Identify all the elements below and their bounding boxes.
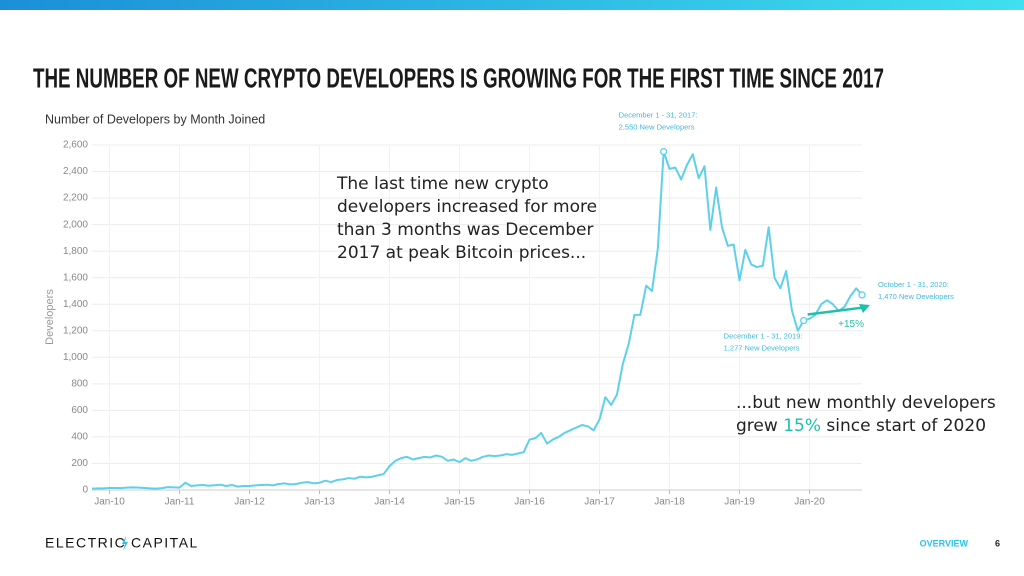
y-tick-label: 2,600 bbox=[63, 140, 88, 151]
y-tick-label: 200 bbox=[71, 458, 88, 469]
section-label: OVERVIEW bbox=[920, 538, 969, 548]
callout-highlight: 15% bbox=[783, 416, 821, 436]
y-tick-label: 1,400 bbox=[63, 299, 88, 310]
y-tick-label: 2,000 bbox=[63, 219, 88, 230]
callout-line: than 3 months was December bbox=[337, 220, 594, 240]
x-tick-label: Jan-19 bbox=[724, 497, 755, 508]
annotation-text: 2,550 New Developers bbox=[619, 123, 695, 132]
data-line bbox=[91, 150, 863, 490]
y-tick-label: 2,200 bbox=[63, 193, 88, 204]
callout-line: 2017 at peak Bitcoin prices... bbox=[337, 243, 587, 263]
annotation-text: 1,277 New Developers bbox=[724, 344, 800, 353]
x-tick-label: Jan-20 bbox=[794, 497, 825, 508]
slide-title: THE NUMBER OF NEW CRYPTO DEVELOPERS IS G… bbox=[33, 62, 884, 93]
y-tick-label: 2,400 bbox=[63, 166, 88, 177]
plot-area: 0 200 400 600 800 1,000 1,200 1,400 1,600 1,800 2,… bbox=[63, 111, 954, 508]
annotation-point bbox=[858, 291, 866, 299]
y-tick-label: 0 bbox=[82, 485, 88, 496]
logo-right: CAPITAL bbox=[131, 535, 199, 551]
y-tick-label: 1,600 bbox=[63, 272, 88, 283]
callout-line: developers increased for more bbox=[337, 197, 598, 217]
logo-bolt bbox=[122, 536, 128, 551]
annotation-point bbox=[660, 147, 668, 156]
callout-line: ...but new monthly developers bbox=[736, 393, 996, 413]
x-tick-label: Jan-16 bbox=[514, 497, 545, 508]
x-tick-label: Jan-18 bbox=[654, 497, 685, 508]
y-tick-label: 1,200 bbox=[63, 325, 88, 336]
callout-1: The last time new crypto developers incr… bbox=[337, 173, 597, 265]
x-tick-label: Jan-17 bbox=[584, 497, 615, 508]
top-bar bbox=[0, 0, 1024, 10]
logo-left: ELECTRIC bbox=[45, 535, 126, 551]
y-tick-label: 1,800 bbox=[63, 246, 88, 257]
change-label: +15% bbox=[838, 319, 864, 330]
y-tick-label: 400 bbox=[71, 432, 88, 443]
annotation-point bbox=[800, 316, 808, 325]
annotation-text: 1,470 New Developers bbox=[878, 292, 954, 301]
growth-arrow bbox=[807, 306, 865, 316]
y-tick-label: 800 bbox=[71, 378, 88, 389]
annotation-text: December 1 - 31, 2019: bbox=[724, 332, 803, 341]
y-tick-label: 1,000 bbox=[63, 352, 88, 363]
page-number: 6 bbox=[995, 538, 1000, 548]
callout-text: since start of 2020 bbox=[826, 416, 987, 436]
x-tick-label: Jan-15 bbox=[444, 497, 475, 508]
chart-title: Number of Developers by Month Joined bbox=[45, 112, 265, 126]
y-tick-label: 600 bbox=[71, 405, 88, 416]
callout-text: grew bbox=[736, 416, 778, 436]
callout-2: ...but new monthly developers grew 15% s… bbox=[736, 392, 996, 438]
callout-line: The last time new crypto bbox=[337, 174, 549, 194]
callout-line: grew 15% since start of 2020 bbox=[736, 415, 996, 438]
arrow-head bbox=[859, 303, 870, 313]
x-tick-label: Jan-12 bbox=[234, 497, 265, 508]
x-tick-label: Jan-10 bbox=[94, 497, 125, 508]
annotation-text: October 1 - 31, 2020: bbox=[878, 280, 949, 289]
x-tick-label: Jan-13 bbox=[304, 497, 335, 508]
x-tick-label: Jan-14 bbox=[374, 497, 405, 508]
annotation-text: December 1 - 31, 2017: bbox=[619, 111, 698, 120]
y-axis-label: Developers bbox=[44, 289, 56, 345]
x-tick-label: Jan-11 bbox=[165, 497, 195, 508]
